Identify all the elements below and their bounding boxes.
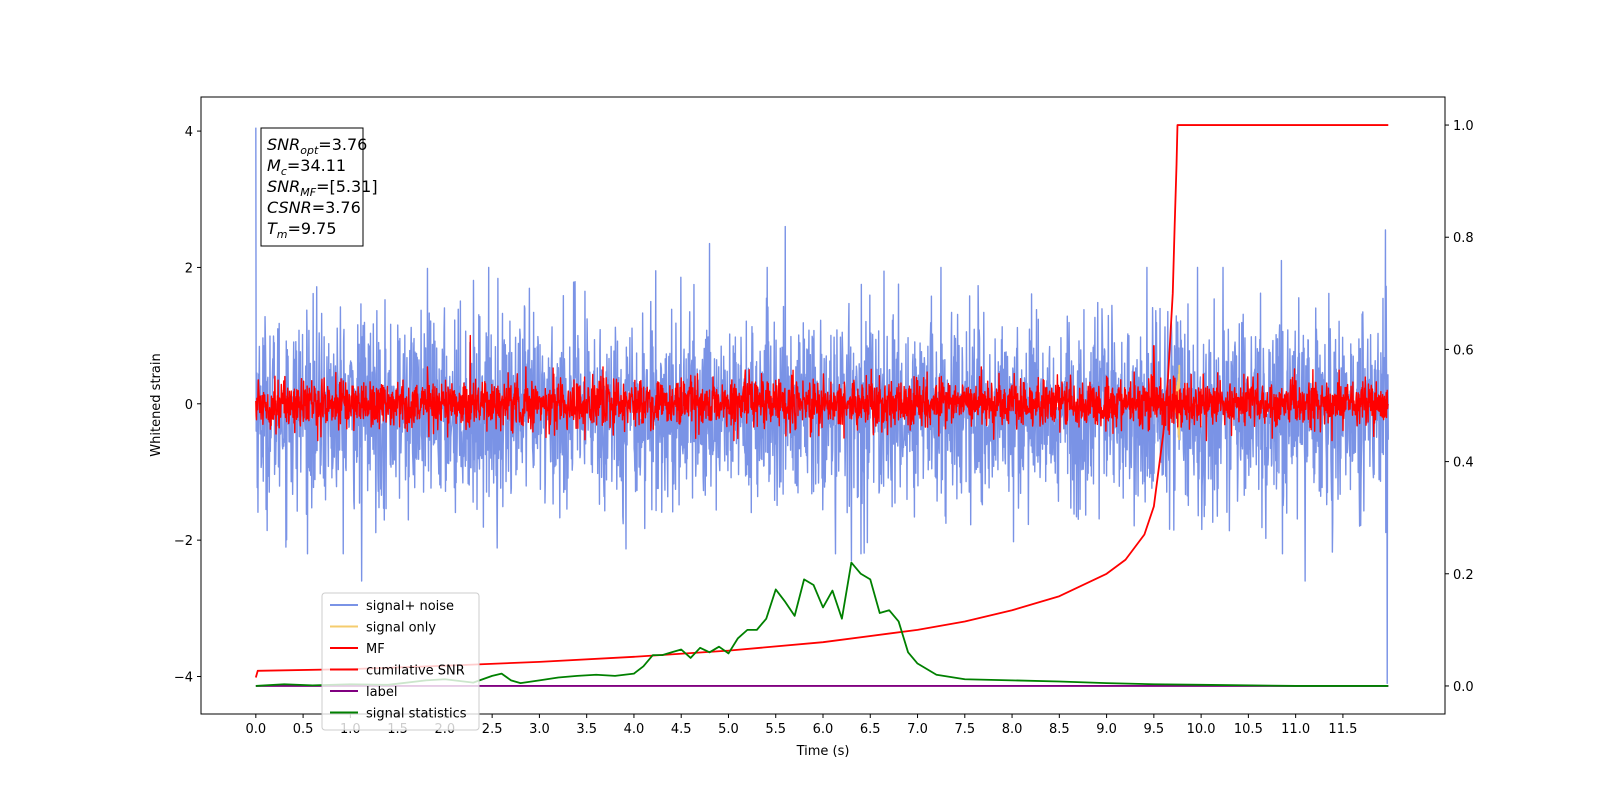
series-line-mf <box>255 334 1389 442</box>
y-right-tick-label: 0.6 <box>1453 343 1474 358</box>
x-tick-label: 6.5 <box>860 722 881 737</box>
x-tick-label: 0.0 <box>245 722 266 737</box>
annotation-symbol: CSNR <box>267 198 312 217</box>
y-right-tick-label: 1.0 <box>1453 119 1474 134</box>
legend-label: MF <box>366 642 385 657</box>
y-tick-label: −2 <box>174 534 193 549</box>
legend-label: signal statistics <box>366 707 467 722</box>
annotation-line: CSNR=3.76 <box>267 198 361 217</box>
x-tick-label: 5.0 <box>718 722 739 737</box>
annotation-line: SNRopt=3.76 <box>267 135 367 157</box>
annotation-line: SNRMF=[5.31] <box>267 177 378 199</box>
x-tick-label: 4.5 <box>671 722 692 737</box>
x-tick-label: 8.5 <box>1049 722 1070 737</box>
y-tick-label: 0 <box>185 398 193 413</box>
annotation-symbol: M <box>267 156 281 175</box>
y-axis-label: Whitened strain <box>149 353 164 456</box>
annotation-value: =34.11 <box>287 156 346 175</box>
x-tick-label: 6.0 <box>813 722 834 737</box>
y-tick-label: 2 <box>185 261 193 276</box>
x-tick-label: 11.0 <box>1281 722 1310 737</box>
x-tick-label: 3.5 <box>576 722 597 737</box>
x-tick-label: 0.5 <box>293 722 314 737</box>
x-tick-label: 10.0 <box>1187 722 1216 737</box>
annotation-value: =9.75 <box>288 219 337 238</box>
x-tick-label: 9.5 <box>1144 722 1165 737</box>
y-axis-right: 1.0 0.8 0.6 0.4 0.2 0.0 <box>1445 119 1474 695</box>
y-right-tick-label: 0.2 <box>1453 568 1474 583</box>
x-tick-label: 7.5 <box>954 722 975 737</box>
legend-label: signal+ noise <box>366 599 454 614</box>
annotation-symbol: T <box>267 219 278 238</box>
y-axis-left: 4 2 0 −2 −4 <box>174 125 201 686</box>
annotation-subscript: c <box>281 165 287 178</box>
annotation-line: Tm=9.75 <box>267 219 337 241</box>
legend-label: cumilative SNR <box>366 664 465 679</box>
annotation-value: =[5.31] <box>316 177 378 196</box>
legend-label: label <box>366 685 397 700</box>
annotation-value: =3.76 <box>318 135 367 154</box>
legend: signal+ noise signal only MF cumilative SNR… <box>321 592 480 731</box>
annotation-subscript: MF <box>300 186 316 199</box>
annotation-subscript: opt <box>300 144 319 157</box>
y-tick-label: −4 <box>174 671 193 686</box>
x-axis-label: Time (s) <box>796 744 850 759</box>
x-tick-label: 5.5 <box>765 722 786 737</box>
y-tick-label: 4 <box>185 125 193 140</box>
annotation-symbol: SNR <box>267 135 300 154</box>
annotation-value: =3.76 <box>312 198 361 217</box>
x-tick-label: 3.0 <box>529 722 550 737</box>
x-tick-label: 10.5 <box>1234 722 1263 737</box>
x-tick-label: 9.0 <box>1096 722 1117 737</box>
x-tick-label: 8.0 <box>1002 722 1023 737</box>
series-line-signal-statistics <box>255 561 1389 687</box>
y-right-tick-label: 0.0 <box>1453 680 1474 695</box>
legend-frame <box>321 592 480 731</box>
annotation-subscript: m <box>277 228 288 241</box>
y-right-tick-label: 0.4 <box>1453 456 1474 471</box>
annotation-box: SNRopt=3.76Mc=34.11SNRMF=[5.31]CSNR=3.76… <box>260 127 378 247</box>
series-line-signal-noise <box>255 127 1389 685</box>
annotation-frame <box>260 127 364 247</box>
x-tick-label: 2.5 <box>482 722 503 737</box>
annotation-line: Mc=34.11 <box>267 156 346 178</box>
annotation-symbol: SNR <box>267 177 300 196</box>
legend-label: signal only <box>366 621 436 636</box>
series-line-cumilative-snr <box>254 124 1389 678</box>
x-tick-label: 4.0 <box>624 722 645 737</box>
y-right-tick-label: 0.8 <box>1453 231 1474 246</box>
x-tick-label: 7.0 <box>907 722 928 737</box>
x-tick-label: 11.5 <box>1328 722 1357 737</box>
